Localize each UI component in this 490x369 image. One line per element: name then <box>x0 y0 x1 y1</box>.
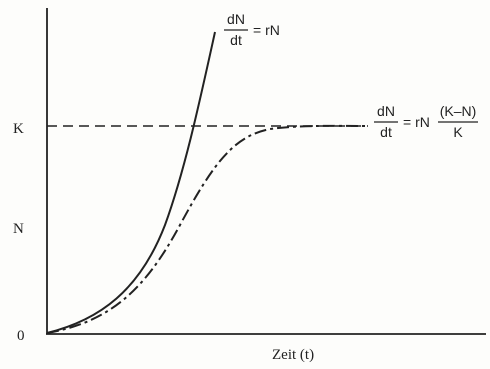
exponential-curve <box>46 31 216 334</box>
exp-denominator: dt <box>230 32 242 48</box>
log-rhs: = rN <box>403 114 430 130</box>
log-denominator: dt <box>380 124 392 140</box>
y-label-k: K <box>13 121 24 137</box>
exp-rhs: = rN <box>253 22 280 38</box>
log-factor-numerator: (K–N) <box>440 103 477 119</box>
x-axis-label: Zeit (t) <box>272 347 314 363</box>
logistic-curve <box>46 124 366 334</box>
log-factor-denominator: K <box>453 124 463 140</box>
y-label-n: N <box>13 221 24 237</box>
exp-numerator: dN <box>227 11 245 27</box>
y-label-zero: 0 <box>17 328 25 344</box>
log-numerator: dN <box>377 103 395 119</box>
